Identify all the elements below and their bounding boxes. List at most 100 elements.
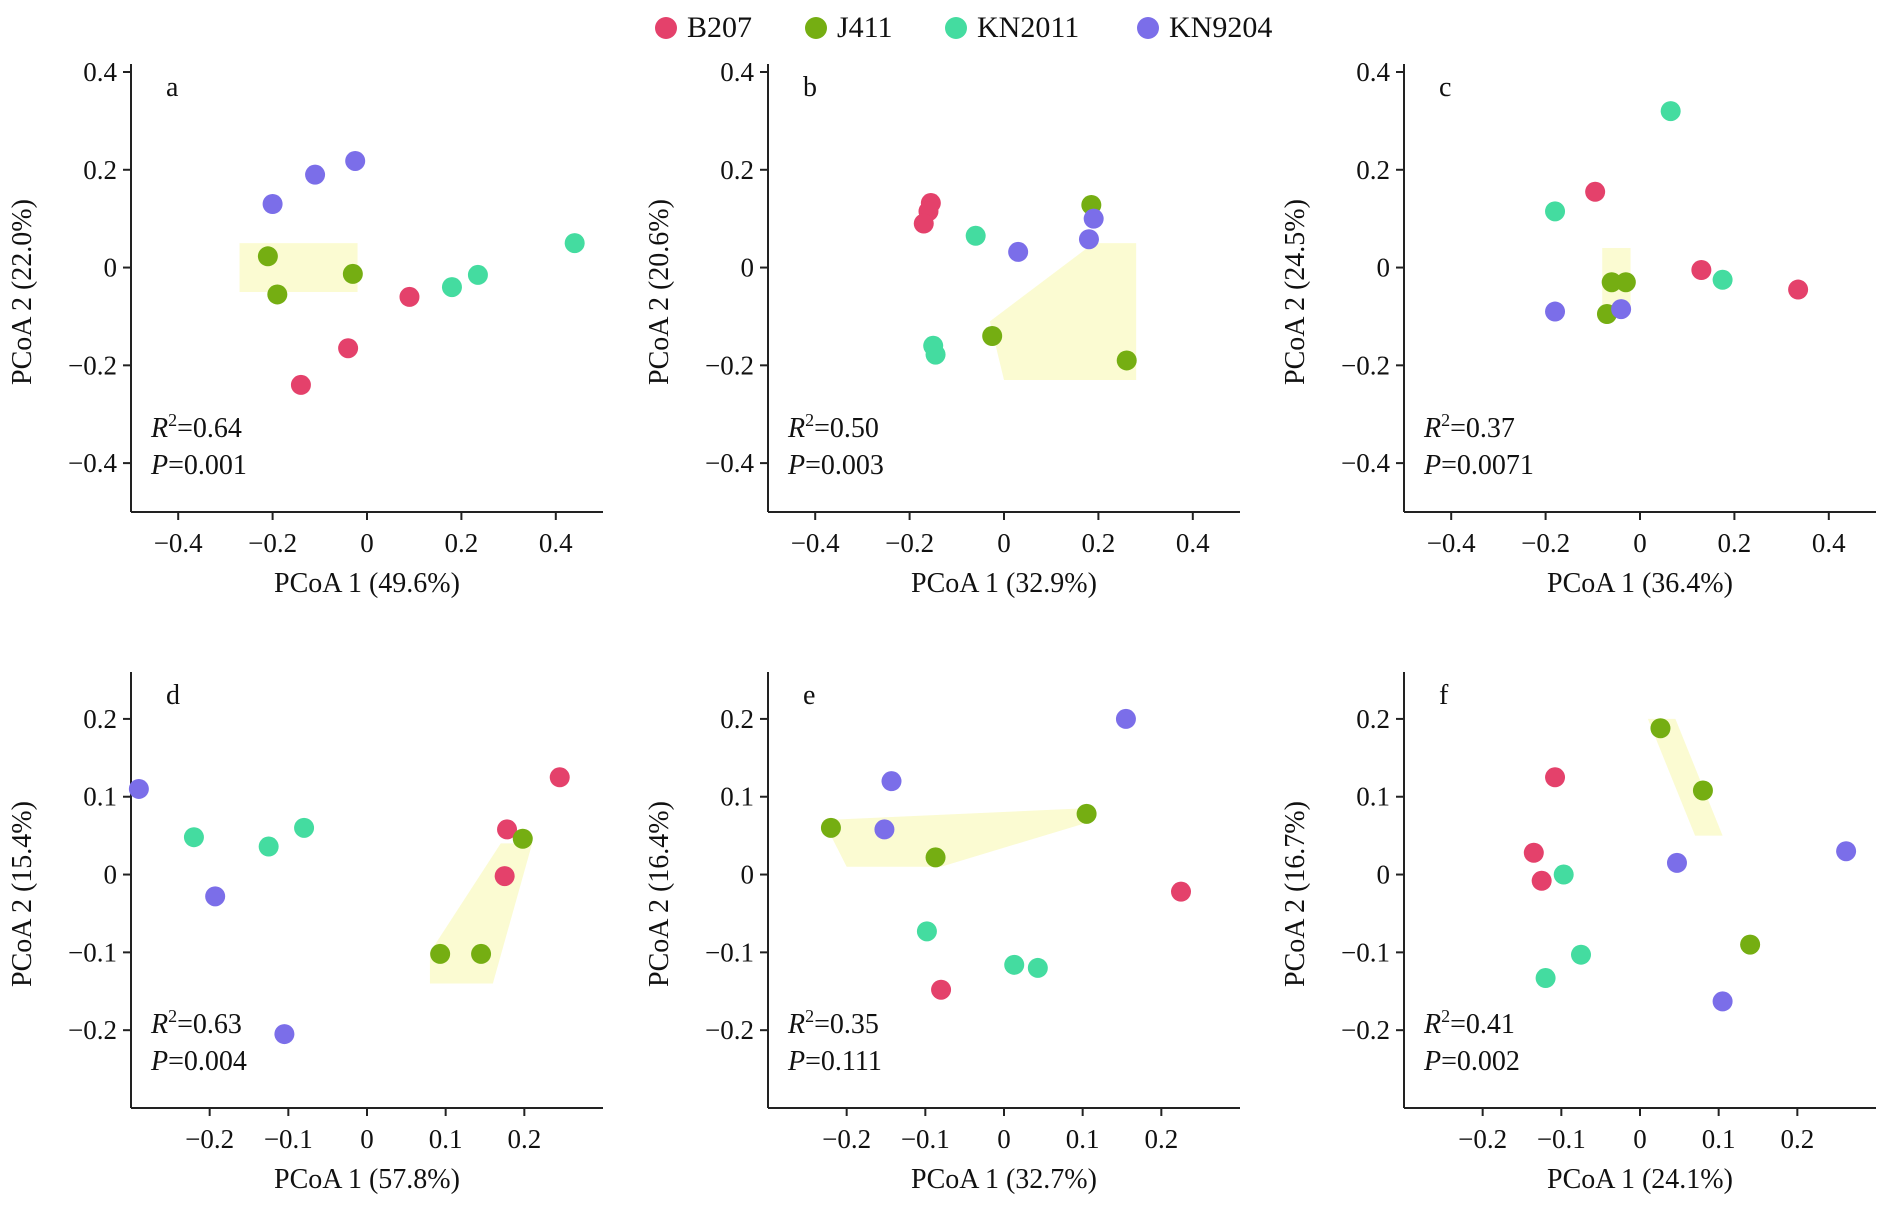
- x-axis-title: PCoA 1 (49.6%): [274, 568, 460, 599]
- r-squared-label: R2=0.64: [150, 410, 242, 444]
- point-b207: [1523, 842, 1544, 863]
- y-tick-label: −0.2: [705, 1015, 754, 1045]
- x-tick-label: −0.2: [185, 1124, 234, 1154]
- point-kn2011: [258, 836, 279, 857]
- point-kn9204: [874, 819, 895, 840]
- y-axis-title: PCoA 2 (16.7%): [1280, 801, 1311, 987]
- point-b207: [1545, 767, 1566, 788]
- p-value-label: P=0.002: [1423, 1046, 1520, 1077]
- y-tick-label: −0.2: [1341, 350, 1390, 380]
- y-tick-label: 0.4: [1356, 57, 1390, 87]
- x-tick-label: −0.1: [1537, 1124, 1586, 1154]
- x-tick-label: 0: [1633, 1124, 1647, 1154]
- x-axis-title: PCoA 1 (24.1%): [1547, 1164, 1733, 1195]
- y-tick-label: −0.4: [705, 448, 754, 478]
- legend-marker: [805, 17, 827, 39]
- point-kn2011: [965, 225, 986, 246]
- x-tick-label: 0.2: [507, 1124, 541, 1154]
- p-value-label: P=0.001: [150, 450, 247, 481]
- point-kn2011: [925, 344, 946, 365]
- point-b207: [1788, 279, 1809, 300]
- point-kn9204: [262, 194, 283, 214]
- point-kn9204: [1611, 299, 1632, 320]
- panel-c: −0.4 −0.2 0 0.2 0.4 −0.4 −0.2 0 0.2 0.4 PCoA 1 (36…: [1280, 57, 1876, 599]
- x-tick-label: −0.4: [154, 528, 203, 558]
- point-b207: [399, 286, 420, 307]
- point-kn9204: [1712, 991, 1733, 1012]
- x-tick-label: −0.1: [264, 1124, 313, 1154]
- legend-label: B207: [687, 11, 753, 44]
- point-j411: [1116, 350, 1137, 371]
- y-tick-label: 0.2: [720, 704, 754, 734]
- point-kn9204: [1115, 708, 1136, 729]
- point-kn2011: [1571, 944, 1591, 965]
- highlight-region: [1647, 718, 1723, 836]
- point-b207: [338, 338, 359, 359]
- point-j411: [512, 828, 533, 849]
- point-kn9204: [205, 886, 226, 907]
- y-tick-label: −0.2: [1341, 1015, 1390, 1045]
- point-kn9204: [345, 150, 366, 171]
- point-j411: [1650, 718, 1671, 739]
- x-tick-label: 0.2: [1144, 1124, 1178, 1154]
- point-kn9204: [274, 1024, 295, 1045]
- x-tick-label: 0.4: [1176, 528, 1210, 558]
- r-squared-label: R2=0.50: [787, 410, 879, 444]
- x-tick-label: 0.2: [1082, 528, 1116, 558]
- point-b207: [497, 819, 518, 840]
- point-b207: [1585, 181, 1606, 202]
- x-tick-label: −0.2: [1521, 528, 1570, 558]
- point-kn9204: [128, 778, 149, 799]
- y-tick-label: 0.2: [720, 155, 754, 185]
- panel-d: −0.2 −0.1 0 0.1 0.2 −0.2 −0.1 0 0.1 0.2 PCoA 1 (57…: [7, 672, 603, 1195]
- x-axis-title: PCoA 1 (32.7%): [911, 1164, 1097, 1195]
- legend-marker: [945, 17, 967, 39]
- x-tick-label: −0.2: [822, 1124, 871, 1154]
- y-tick-label: 0.2: [83, 155, 117, 185]
- point-kn2011: [1545, 201, 1566, 222]
- point-j411: [1740, 934, 1761, 955]
- panel-f: −0.2 −0.1 0 0.1 0.2 −0.2 −0.1 0 0.1 0.2 PCoA 1 (24…: [1280, 672, 1876, 1195]
- r-squared-label: R2=0.41: [1423, 1006, 1515, 1040]
- point-b207: [549, 767, 570, 788]
- p-value-label: P=0.111: [787, 1046, 882, 1077]
- y-tick-label: 0.4: [83, 57, 117, 87]
- point-b207: [1691, 260, 1712, 280]
- x-tick-label: −0.2: [1458, 1124, 1507, 1154]
- y-axis-title: PCoA 2 (15.4%): [7, 801, 38, 987]
- point-kn2011: [441, 277, 462, 298]
- x-tick-label: 0.1: [1702, 1124, 1736, 1154]
- point-kn2011: [564, 233, 585, 254]
- point-kn9204: [881, 771, 902, 792]
- y-tick-label: −0.2: [705, 350, 754, 380]
- point-j411: [267, 284, 288, 305]
- y-axis-title: PCoA 2 (16.4%): [644, 801, 675, 987]
- point-j411: [430, 943, 451, 964]
- panel-tag: f: [1439, 680, 1449, 711]
- point-kn2011: [1535, 968, 1556, 989]
- point-kn2011: [1553, 864, 1574, 885]
- point-j411: [1601, 272, 1622, 293]
- legend-item-b207: B207: [655, 10, 752, 46]
- point-j411: [1615, 272, 1636, 293]
- y-tick-label: 0: [1377, 860, 1391, 890]
- panel-tag: b: [803, 72, 817, 103]
- x-tick-label: 0.1: [429, 1124, 463, 1154]
- legend-marker: [1137, 17, 1159, 39]
- y-tick-label: 0: [741, 253, 755, 283]
- point-j411: [820, 817, 841, 838]
- point-j411: [257, 246, 278, 267]
- panel-tag: e: [803, 680, 815, 711]
- y-tick-label: 0.1: [83, 782, 117, 812]
- x-tick-label: 0.2: [1718, 528, 1752, 558]
- legend-item-kn9204: KN9204: [1137, 10, 1272, 46]
- point-kn9204: [1008, 241, 1029, 262]
- p-value-label: P=0.004: [150, 1046, 247, 1077]
- y-tick-label: −0.4: [68, 448, 117, 478]
- panel-tag: d: [166, 680, 180, 711]
- x-tick-label: −0.4: [1427, 528, 1476, 558]
- p-value-label: P=0.0071: [1423, 450, 1534, 481]
- point-kn2011: [294, 817, 315, 838]
- x-tick-label: 0.2: [1780, 1124, 1814, 1154]
